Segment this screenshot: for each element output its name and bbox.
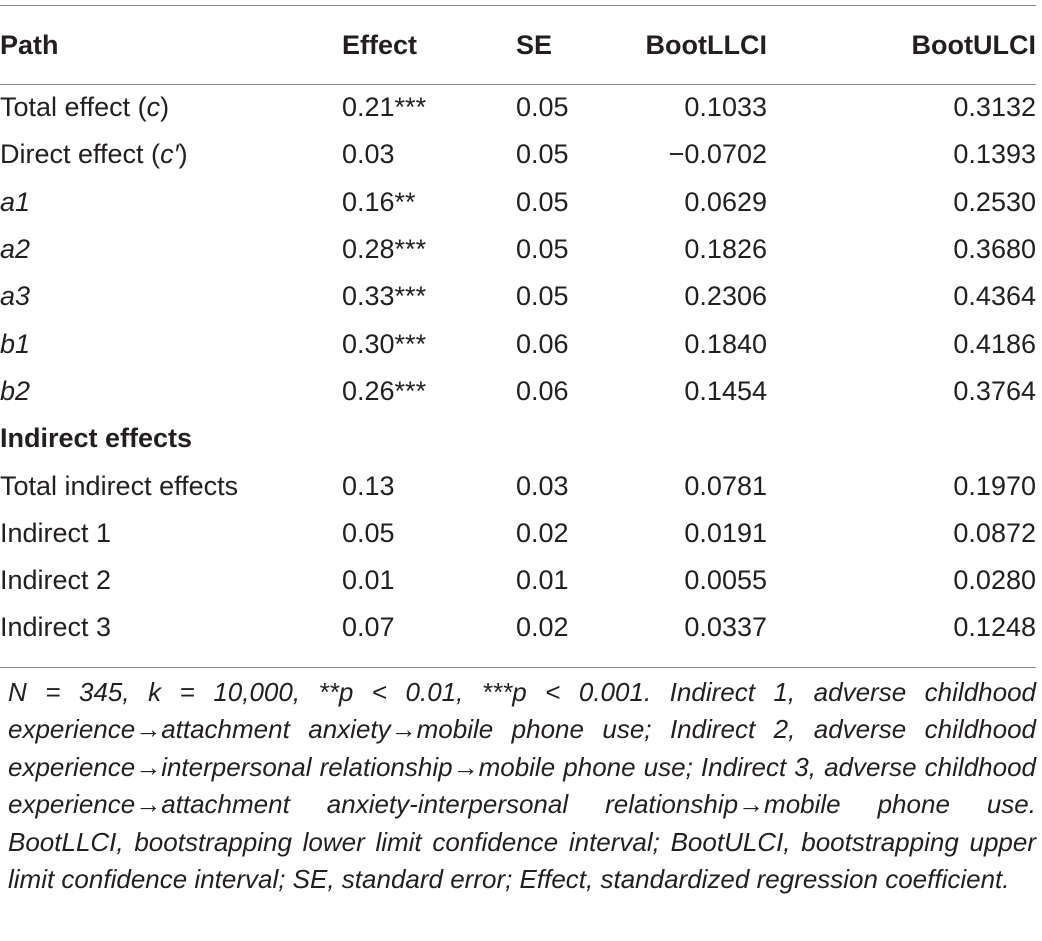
se-cell: 0.05 xyxy=(516,186,569,217)
bootulci-cell: 0.0872 xyxy=(953,517,1036,548)
se-cell: 0.05 xyxy=(516,281,569,312)
path-cell: a2 xyxy=(0,226,342,273)
bootulci-cell: 0.1970 xyxy=(953,470,1036,501)
path-cell: a3 xyxy=(0,273,342,320)
effect-cell: 0.28*** xyxy=(342,234,427,265)
path-symbol: b2 xyxy=(0,375,31,406)
se-cell: 0.05 xyxy=(516,234,569,265)
table-row: Indirect 3 0.07 0.02 0.0337 0.1248 xyxy=(0,604,1036,651)
bootllci-cell: 0.1840 xyxy=(684,328,767,359)
path-cell: Indirect 3 xyxy=(0,612,112,643)
table-row: a3 0.33*** 0.05 0.2306 0.4364 xyxy=(0,273,1036,320)
path-text: Total effect ( xyxy=(0,92,147,123)
effect-cell: 0.05 xyxy=(342,517,395,548)
table-top-rule xyxy=(0,5,1036,6)
table-row: Indirect 2 0.01 0.01 0.0055 0.0280 xyxy=(0,557,1036,604)
bootulci-cell: 0.3132 xyxy=(953,92,1036,123)
bootulci-cell: 0.1393 xyxy=(953,139,1036,170)
mediation-results-table: Path Effect SE BootLLCI BootULCI Total e… xyxy=(0,6,1036,652)
column-header-bootllci: BootLLCI xyxy=(645,29,767,60)
table-footnote: N = 345, k = 10,000, **p < 0.01, ***p < … xyxy=(8,677,1036,895)
path-text-end: ) xyxy=(160,92,170,123)
bootllci-cell: 0.1826 xyxy=(684,234,767,265)
effect-cell: 0.33*** xyxy=(342,281,427,312)
table-row: Total effect (c) 0.21*** 0.05 0.1033 0.3… xyxy=(0,84,1036,131)
path-text: Direct effect ( xyxy=(0,139,161,170)
section-label-indirect-effects: Indirect effects xyxy=(0,423,193,454)
column-header-se: SE xyxy=(516,29,553,60)
path-cell: b1 xyxy=(0,320,342,367)
bootllci-cell: 0.0191 xyxy=(684,517,767,548)
path-symbol: c′ xyxy=(160,139,179,170)
se-cell: 0.02 xyxy=(516,612,569,643)
se-cell: 0.03 xyxy=(516,470,569,501)
bootllci-cell: −0.0702 xyxy=(668,139,767,170)
effect-cell: 0.13 xyxy=(342,470,395,501)
path-cell: Total effect (c) xyxy=(0,84,342,131)
path-cell: b2 xyxy=(0,368,342,415)
bootulci-cell: 0.1248 xyxy=(953,612,1036,643)
bootllci-cell: 0.1033 xyxy=(684,92,767,123)
se-cell: 0.05 xyxy=(516,139,569,170)
bootllci-cell: 0.0055 xyxy=(684,565,767,596)
se-cell: 0.06 xyxy=(516,375,569,406)
header-rule xyxy=(0,84,1036,85)
bootulci-cell: 0.3680 xyxy=(953,234,1036,265)
column-header-effect: Effect xyxy=(342,29,418,60)
table-row: b2 0.26*** 0.06 0.1454 0.3764 xyxy=(0,368,1036,415)
table-row: a2 0.28*** 0.05 0.1826 0.3680 xyxy=(0,226,1036,273)
effect-cell: 0.07 xyxy=(342,612,395,643)
table-row: Total indirect effects 0.13 0.03 0.0781 … xyxy=(0,462,1036,509)
effect-cell: 0.21*** xyxy=(342,92,427,123)
effect-cell: 0.16** xyxy=(342,186,416,217)
bootulci-cell: 0.4364 xyxy=(953,281,1036,312)
table-bottom-rule xyxy=(0,667,1036,668)
bootllci-cell: 0.0629 xyxy=(684,186,767,217)
bootulci-cell: 0.2530 xyxy=(953,186,1036,217)
bootllci-cell: 0.0337 xyxy=(684,612,767,643)
column-header-path: Path xyxy=(0,29,59,60)
table-row: Direct effect (c′) 0.03 0.05 −0.0702 0.1… xyxy=(0,131,1036,178)
path-cell: Indirect 1 xyxy=(0,517,112,548)
path-cell: Total indirect effects xyxy=(0,470,239,501)
table-row: a1 0.16** 0.05 0.0629 0.2530 xyxy=(0,179,1036,226)
effect-cell: 0.01 xyxy=(342,565,395,596)
path-symbol: a3 xyxy=(0,281,31,312)
bootulci-cell: 0.0280 xyxy=(953,565,1036,596)
effect-cell: 0.30*** xyxy=(342,328,427,359)
column-header-bootulci: BootULCI xyxy=(911,29,1036,60)
se-cell: 0.05 xyxy=(516,92,569,123)
section-row: Indirect effects xyxy=(0,415,1036,462)
bootllci-cell: 0.0781 xyxy=(684,470,767,501)
path-symbol: a1 xyxy=(0,186,31,217)
bootllci-cell: 0.2306 xyxy=(684,281,767,312)
effect-cell: 0.03 xyxy=(342,139,395,170)
effect-cell: 0.26*** xyxy=(342,375,427,406)
path-text-end: ) xyxy=(178,139,188,170)
bootulci-cell: 0.3764 xyxy=(953,375,1036,406)
se-cell: 0.02 xyxy=(516,517,569,548)
bootulci-cell: 0.4186 xyxy=(953,328,1036,359)
path-symbol: c xyxy=(146,92,161,123)
path-cell: Indirect 2 xyxy=(0,565,112,596)
table-row: Indirect 1 0.05 0.02 0.0191 0.0872 xyxy=(0,510,1036,557)
path-cell: Direct effect (c′) xyxy=(0,131,342,178)
path-symbol: b1 xyxy=(0,328,31,359)
table-header-row: Path Effect SE BootLLCI BootULCI xyxy=(0,6,1036,84)
se-cell: 0.01 xyxy=(516,565,569,596)
path-symbol: a2 xyxy=(0,234,31,265)
se-cell: 0.06 xyxy=(516,328,569,359)
bootllci-cell: 0.1454 xyxy=(684,375,767,406)
table-row: b1 0.30*** 0.06 0.1840 0.4186 xyxy=(0,320,1036,367)
path-cell: a1 xyxy=(0,179,342,226)
